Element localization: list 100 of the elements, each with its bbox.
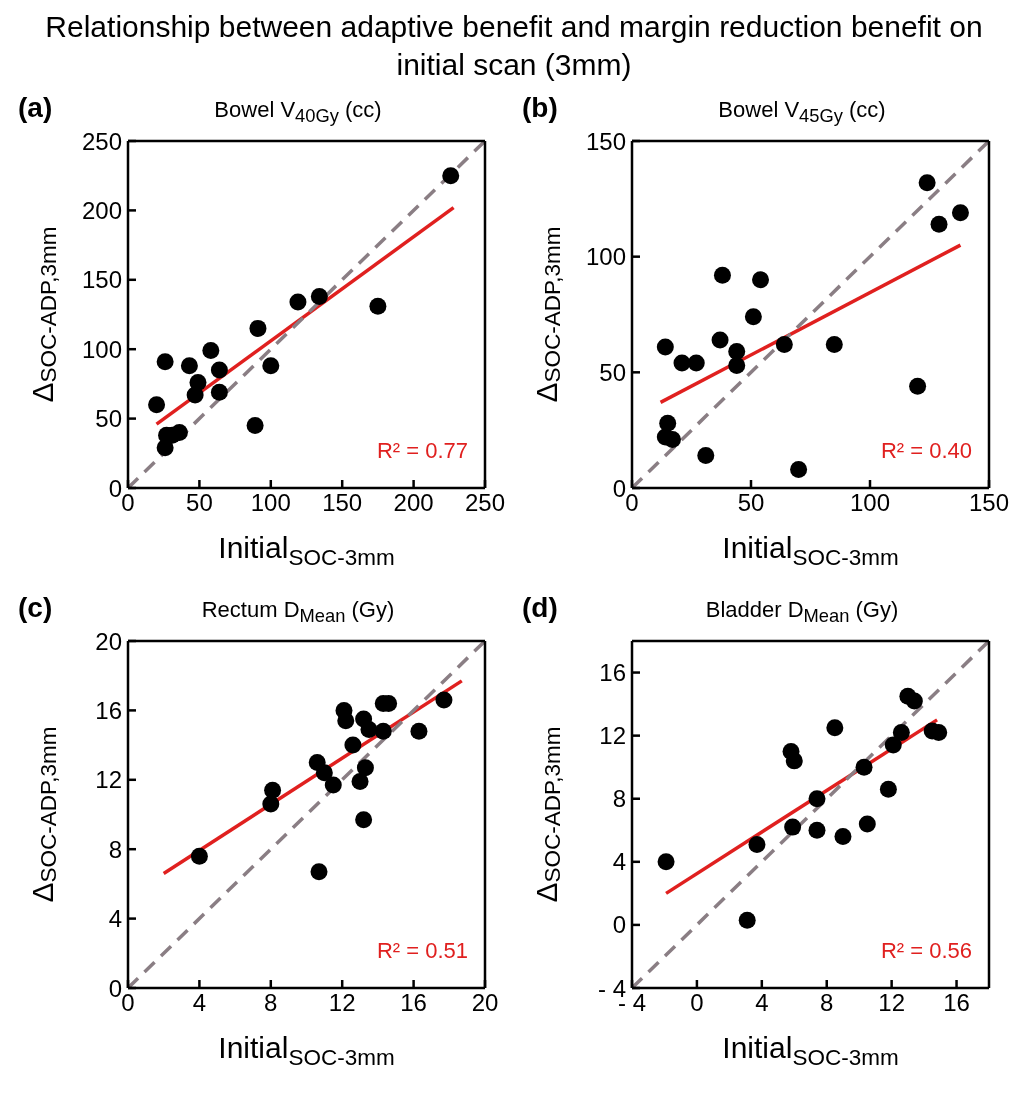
x-tick-label: 100 — [250, 489, 291, 517]
point — [246, 417, 264, 435]
point — [315, 764, 333, 782]
point — [879, 780, 897, 798]
x-tick-label: 50 — [186, 489, 213, 517]
y-tick-label: 250 — [81, 127, 122, 155]
point — [784, 818, 802, 836]
annotation: R² = 0.77 — [376, 438, 468, 464]
point — [673, 354, 691, 372]
y-tick-label: 12 — [599, 722, 626, 750]
point — [808, 790, 826, 808]
x-tick-label: 100 — [849, 489, 891, 517]
point — [289, 293, 307, 311]
point — [826, 719, 844, 737]
y-tick-label: 20 — [95, 627, 122, 655]
x-tick-label: 50 — [737, 489, 765, 517]
point — [657, 853, 675, 871]
y-tick-label: 4 — [612, 848, 626, 876]
x-tick-label: 8 — [820, 989, 834, 1017]
point — [918, 174, 936, 192]
y-tick-label: 150 — [81, 266, 122, 294]
y-tick-label: 200 — [81, 196, 122, 224]
annotation: R² = 0.51 — [376, 938, 468, 964]
y-tick-label: 50 — [95, 405, 122, 433]
chart-title: Bowel V$_{40Gy}$ (cc) — [214, 97, 382, 127]
point — [310, 863, 328, 881]
x-axis-title: Initial$_{SOC-3mm}$ — [722, 1031, 899, 1070]
point — [748, 835, 766, 853]
x-axis-title: Initial$_{SOC-3mm}$ — [218, 1031, 395, 1070]
point — [855, 758, 873, 776]
point — [659, 414, 677, 432]
y-tick-label: 8 — [612, 785, 626, 813]
point — [892, 723, 910, 741]
x-axis-title: Initial$_{SOC-3mm}$ — [722, 531, 899, 570]
x-tick-label: 0 — [690, 989, 704, 1017]
x-tick-label: 150 — [968, 489, 1010, 517]
y-tick-label: 150 — [585, 127, 626, 155]
point — [324, 776, 342, 794]
point — [905, 692, 923, 710]
point — [186, 386, 204, 404]
chart-title: Rectum D$_{Mean}$ (Gy) — [201, 597, 395, 627]
annotation: R² = 0.56 — [880, 938, 972, 964]
x-tick-label: 20 — [471, 989, 499, 1017]
point — [202, 342, 220, 360]
point — [713, 266, 731, 284]
point — [180, 357, 198, 375]
point — [775, 336, 793, 354]
point — [344, 736, 362, 754]
point — [356, 759, 374, 777]
point — [752, 271, 770, 289]
point — [210, 361, 228, 379]
chart-title: Bladder D$_{Mean}$ (Gy) — [705, 597, 899, 627]
point — [351, 773, 369, 791]
point — [656, 338, 674, 356]
point — [435, 691, 453, 709]
x-tick-label: 8 — [264, 989, 278, 1017]
x-tick-label: 150 — [322, 489, 363, 517]
point — [156, 439, 174, 457]
y-tick-label: 8 — [108, 835, 122, 863]
point — [374, 722, 392, 740]
annotation: R² = 0.40 — [880, 438, 972, 464]
point — [360, 720, 378, 738]
y-tick-label: 16 — [95, 696, 122, 724]
point — [808, 821, 826, 839]
point — [262, 795, 280, 813]
point — [264, 781, 282, 799]
y-tick-label: 4 — [108, 905, 122, 933]
chart-title: Bowel V$_{45Gy}$ (cc) — [718, 97, 886, 127]
point — [728, 356, 746, 374]
point — [825, 336, 843, 354]
point — [858, 815, 876, 833]
x-axis-title: Initial$_{SOC-3mm}$ — [218, 531, 395, 570]
text: (d) — [522, 592, 558, 624]
point — [909, 377, 927, 395]
point — [711, 331, 729, 349]
x-tick-label: 4 — [192, 989, 207, 1017]
x-tick-label: 200 — [393, 489, 434, 517]
y-tick-label: 16 — [599, 659, 626, 687]
text: (c) — [18, 592, 53, 624]
point — [834, 828, 852, 846]
x-tick-label: 12 — [878, 989, 905, 1017]
point — [687, 354, 705, 372]
point — [697, 447, 715, 465]
point — [148, 396, 166, 414]
point — [262, 357, 280, 375]
point — [442, 167, 460, 185]
y-tick-label: 0 — [612, 911, 626, 939]
point — [310, 287, 328, 305]
point — [785, 752, 803, 770]
point — [249, 319, 267, 337]
point — [790, 460, 808, 478]
point — [410, 722, 428, 740]
text: Relationship between adaptive benefit and margin reduction benefit on initial scan (3mm) — [44, 9, 984, 83]
y-tick-label: 100 — [585, 243, 626, 271]
x-tick-label: 250 — [464, 489, 506, 517]
y-tick-label: 100 — [81, 335, 122, 363]
point — [930, 215, 948, 233]
point — [337, 712, 355, 730]
x-tick-label: 12 — [328, 989, 356, 1017]
x-tick-label: 4 — [755, 989, 769, 1017]
